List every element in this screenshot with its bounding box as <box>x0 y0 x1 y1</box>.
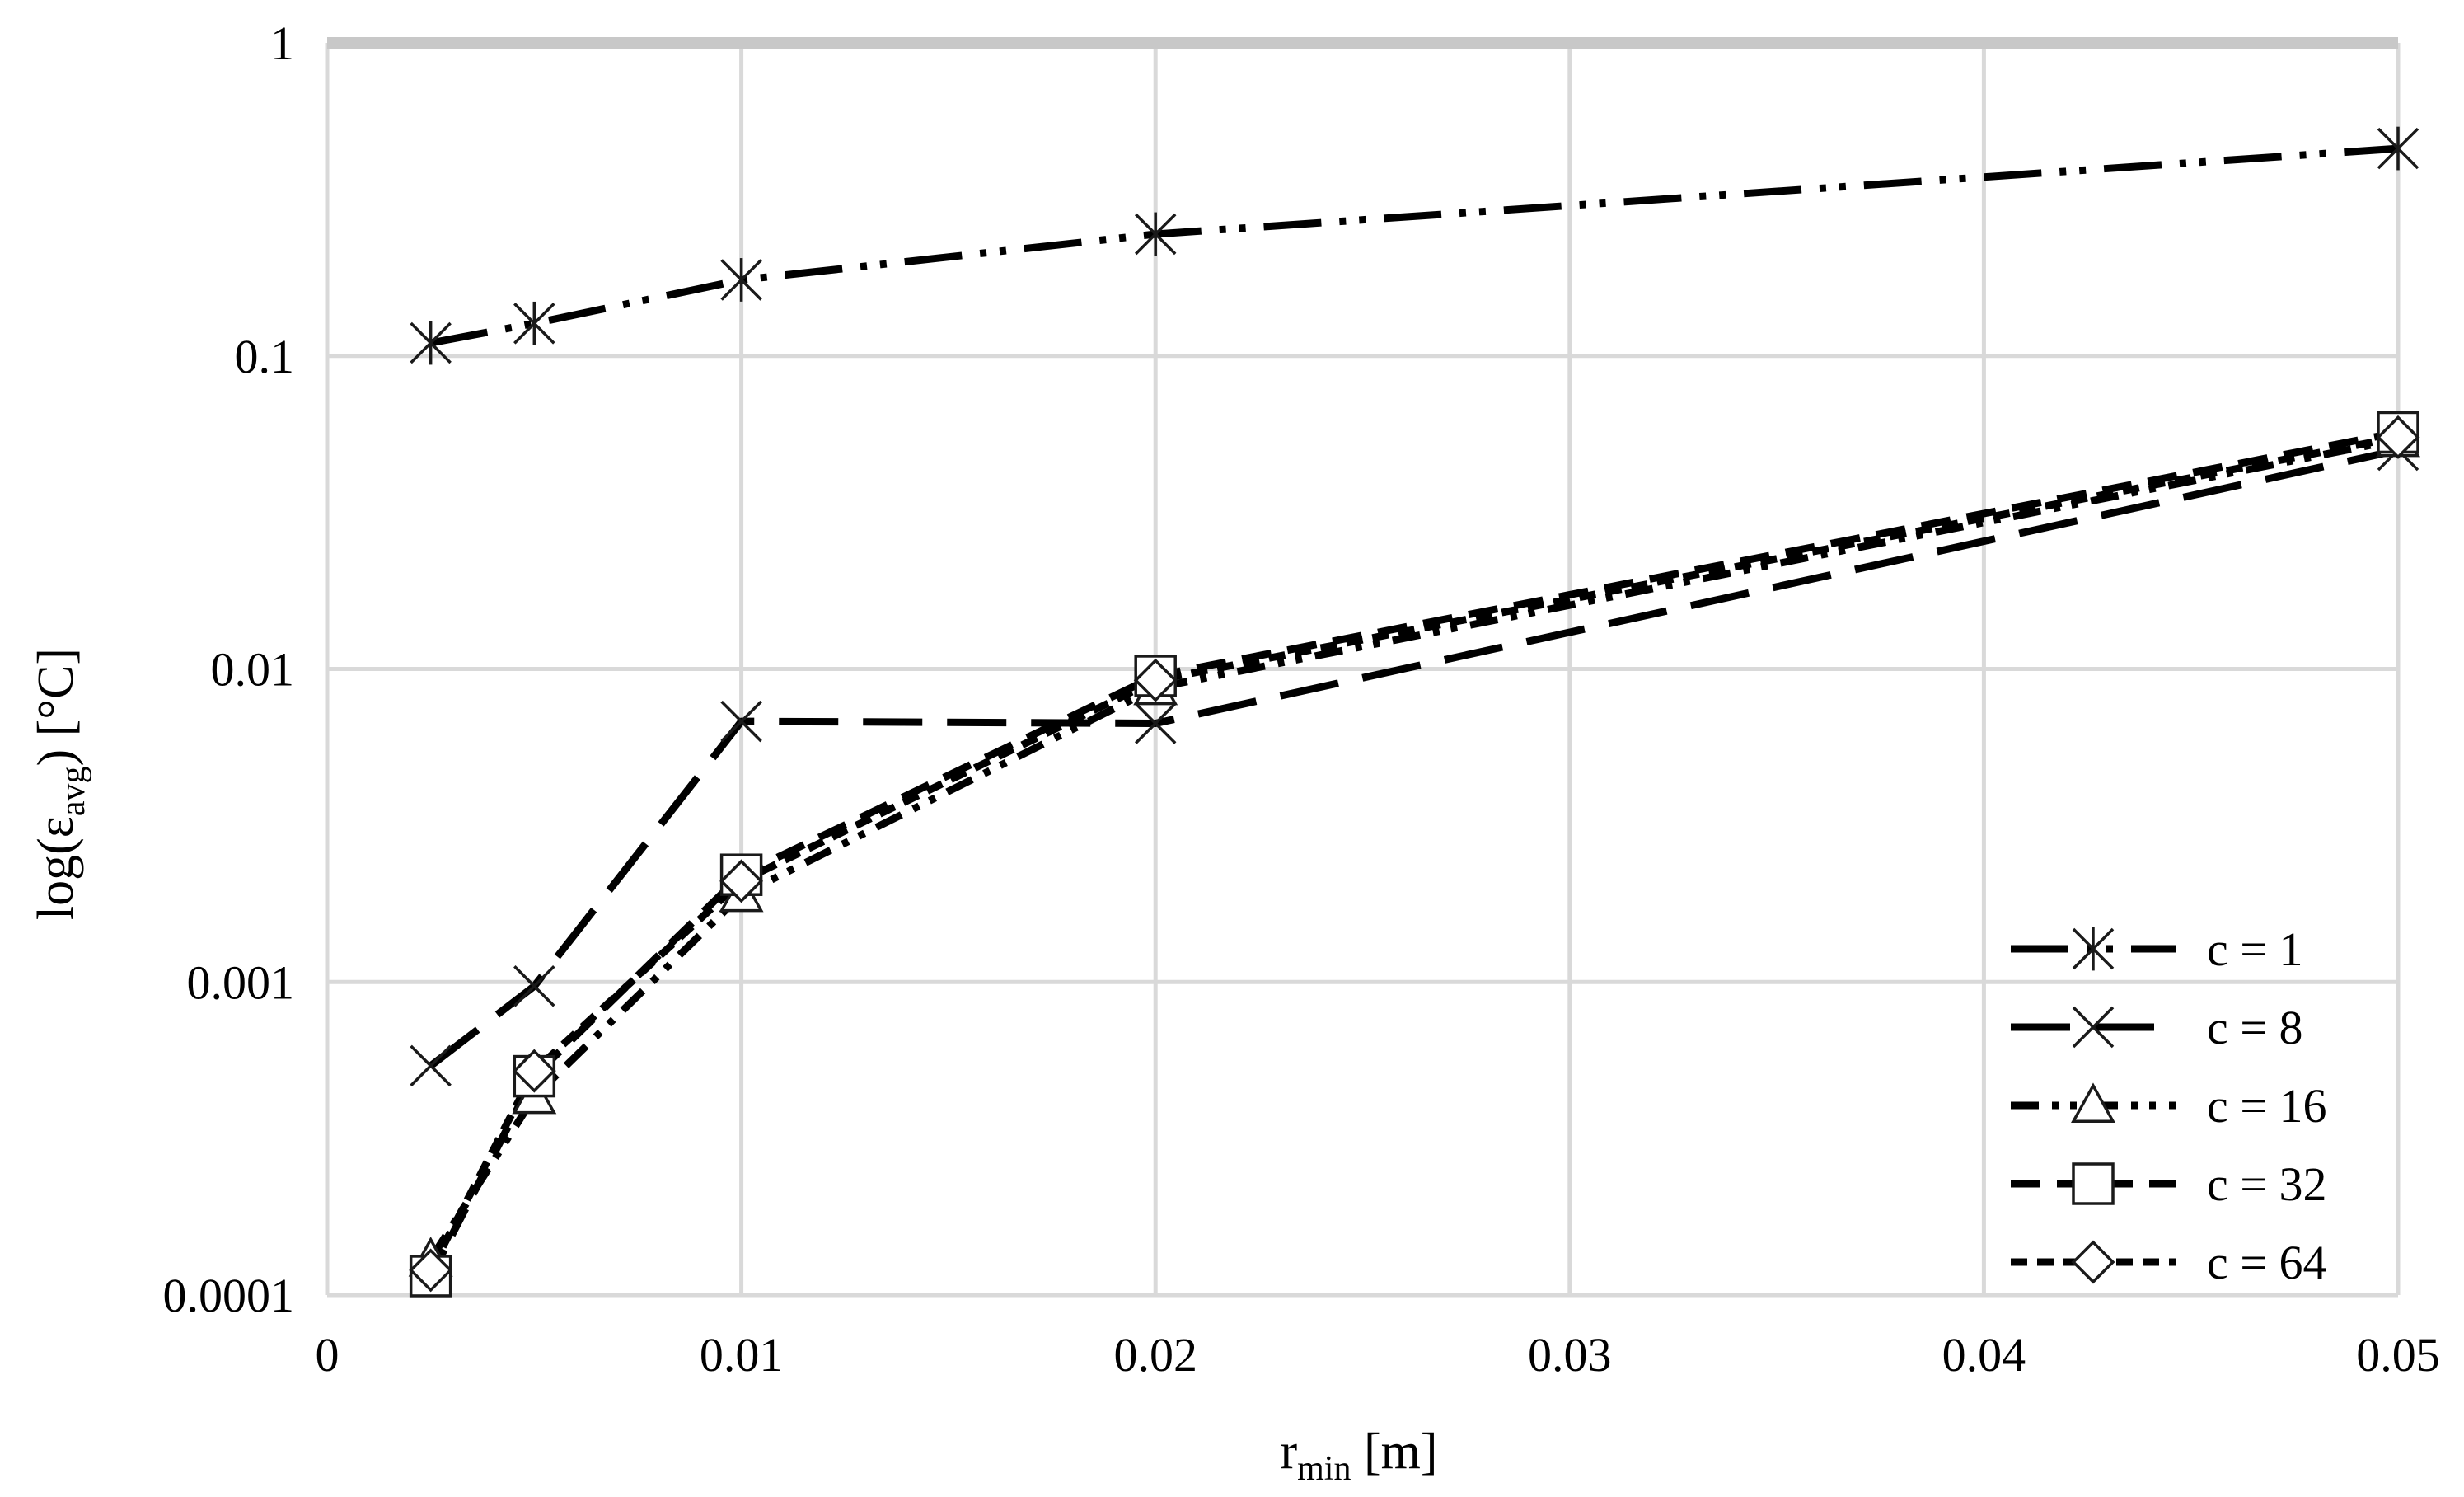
series-0-point-0 <box>410 321 452 365</box>
y-tick-label-3: 0.1 <box>235 330 295 383</box>
series-4-point-4 <box>2376 415 2420 459</box>
series-1-point-2 <box>720 700 762 743</box>
series-1-point-0 <box>410 1044 452 1087</box>
series-0-point-1 <box>513 301 555 345</box>
legend-entry-3: c = 32 <box>2011 1157 2326 1211</box>
x-tick-label-3: 0.03 <box>1528 1328 1612 1382</box>
legend-entry-1: c = 8 <box>2011 1001 2302 1054</box>
series-0-point-2 <box>720 258 762 302</box>
legend-swatch-marker-2 <box>2071 1082 2115 1123</box>
series-4-point-0 <box>409 1248 453 1293</box>
legend-entry-2: c = 16 <box>2011 1079 2326 1133</box>
legend-label-2: c = 16 <box>2207 1079 2326 1133</box>
series-0-point-3 <box>1134 212 1177 256</box>
x-axis-title: rmin [m] <box>1280 1424 1437 1488</box>
series-1-point-1 <box>513 965 555 1007</box>
legend-swatch-marker-3 <box>2072 1162 2115 1205</box>
series-line-1 <box>428 446 2399 1069</box>
y-tick-label-1: 0.001 <box>187 955 295 1009</box>
y-tick-labels: 0.0001 0.001 0.01 0.1 1 <box>163 16 295 1322</box>
legend: c = 1 c = 8 c = 16 c = 32 c = 64 <box>2011 922 2326 1289</box>
legend-label-4: c = 64 <box>2207 1236 2326 1289</box>
series-4-point-1 <box>512 1049 556 1093</box>
legend-label-0: c = 1 <box>2207 922 2302 976</box>
y-axis-title: log(εavg) [°C] <box>28 648 92 920</box>
legend-entry-0: c = 1 <box>2011 922 2302 976</box>
x-tick-labels: 0 0.01 0.02 0.03 0.04 0.05 <box>316 1328 2440 1382</box>
y-tick-label-2: 0.01 <box>211 643 295 697</box>
legend-swatch-marker-0 <box>2072 927 2115 971</box>
y-tick-label-0: 0.0001 <box>163 1269 295 1322</box>
x-tick-label-1: 0.01 <box>700 1328 784 1382</box>
series-markers <box>408 126 2420 1298</box>
series-line-0 <box>429 144 2399 347</box>
x-tick-label-5: 0.05 <box>2356 1328 2440 1382</box>
legend-label-1: c = 8 <box>2207 1001 2302 1054</box>
series-4-point-3 <box>1133 658 1178 702</box>
series-1-point-3 <box>1134 702 1177 744</box>
legend-swatch-marker-1 <box>2072 1006 2115 1049</box>
legend-label-3: c = 32 <box>2207 1157 2326 1211</box>
series-4-point-2 <box>719 859 764 903</box>
legend-entry-4: c = 64 <box>2011 1236 2326 1289</box>
legend-swatch-marker-4 <box>2071 1240 2115 1284</box>
x-tick-label-2: 0.02 <box>1113 1328 1197 1382</box>
x-tick-label-4: 0.04 <box>1942 1328 2026 1382</box>
series-line-2 <box>427 435 2399 1262</box>
series-0-point-4 <box>2377 126 2419 171</box>
y-tick-label-4: 1 <box>270 16 294 70</box>
x-tick-label-0: 0 <box>316 1328 340 1382</box>
